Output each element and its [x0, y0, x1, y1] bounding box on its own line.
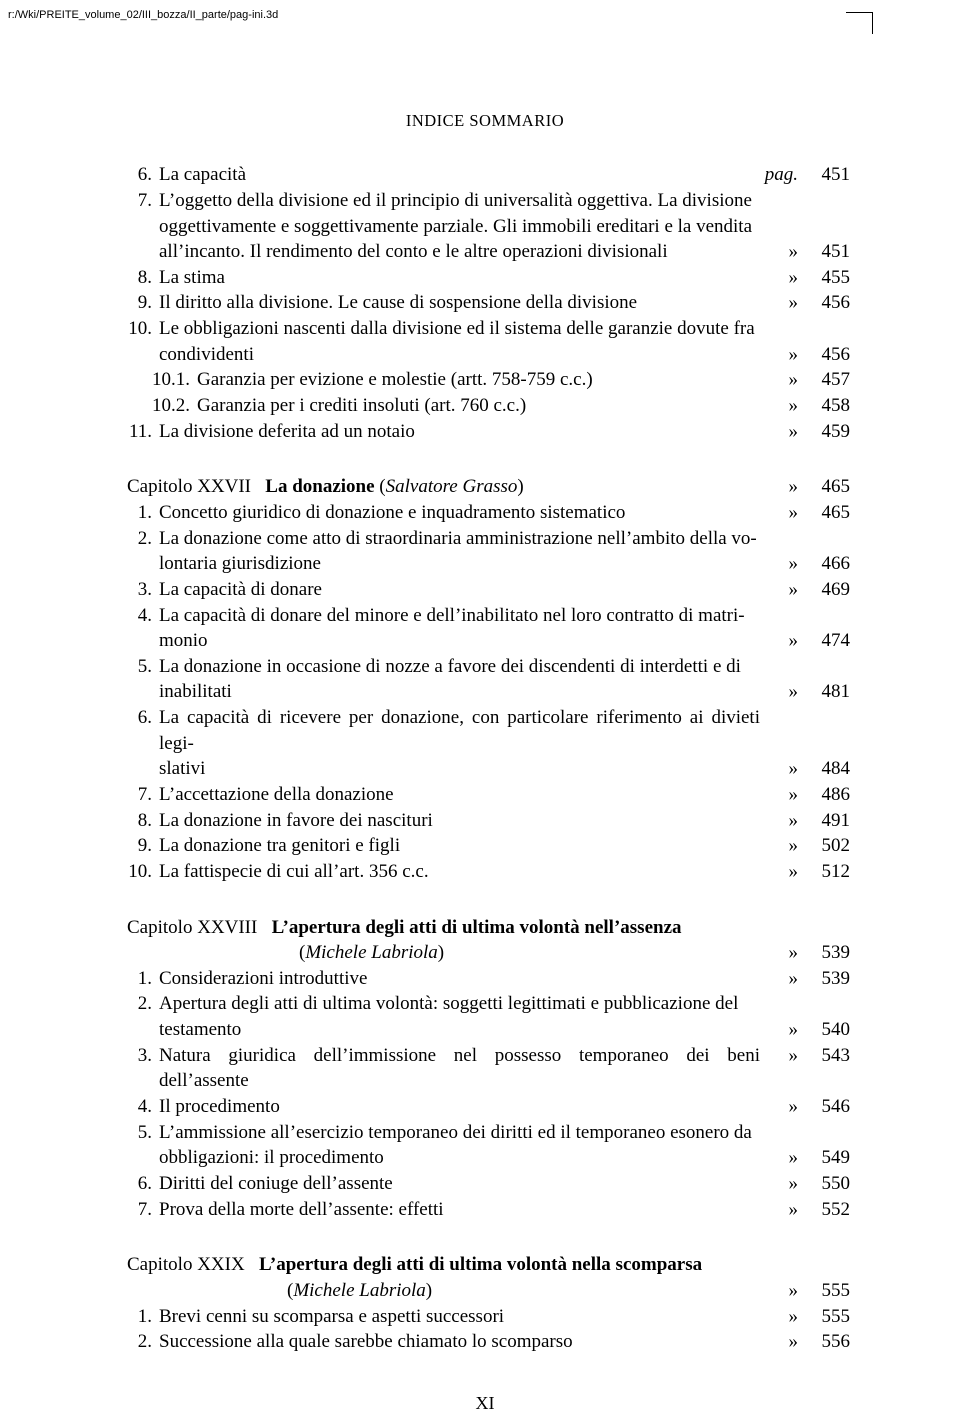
toc-subentry: 10.2. Garanzia per i crediti insoluti (a…	[120, 393, 850, 419]
chapter-heading: Capitolo XXVIII L’apertura degli atti di…	[120, 915, 850, 941]
toc-entry: 5. La donazione in occasione di nozze a …	[120, 654, 850, 680]
toc-entry: 9. La donazione tra genitori e figli »50…	[120, 833, 850, 859]
toc-entry: 7. Prova della morte dell’assente: effet…	[120, 1197, 850, 1223]
toc-entry: 9. Il diritto alla divisione. Le cause d…	[120, 290, 850, 316]
toc-section: Capitolo XXVII La donazione (Salvatore G…	[120, 474, 850, 884]
chapter-heading: Capitolo XXVII La donazione (Salvatore G…	[120, 474, 850, 500]
toc-entry: 6. La capacità pag. 451	[120, 162, 850, 188]
toc-entry: 2. Successione alla quale sarebbe chiama…	[120, 1329, 850, 1355]
toc-entry: inabilitati »481	[120, 679, 850, 705]
page-content: INDICE SOMMARIO 6. La capacità pag. 451 …	[120, 110, 850, 1415]
toc-entry: oggettivamente e soggettivamente parzial…	[120, 214, 850, 240]
toc-section: 6. La capacità pag. 451 7. L’oggetto del…	[120, 162, 850, 444]
toc-entry: 1. Concetto giuridico di donazione e inq…	[120, 500, 850, 526]
chapter-heading-byline: (Michele Labriola) »555	[120, 1278, 850, 1304]
toc-entry: 1. Brevi cenni su scomparsa e aspetti su…	[120, 1304, 850, 1330]
chapter-heading: Capitolo XXIX L’apertura degli atti di u…	[120, 1252, 850, 1278]
toc-subentry: 10.1. Garanzia per evizione e molestie (…	[120, 367, 850, 393]
toc-section: Capitolo XXIX L’apertura degli atti di u…	[120, 1252, 850, 1355]
toc-entry: 3. Natura giuridica dell’immissione nel …	[120, 1043, 850, 1094]
chapter-heading-byline: (Michele Labriola) »539	[120, 940, 850, 966]
page-number: XI	[120, 1391, 850, 1415]
toc-entry: 7. L’accettazione della donazione »486	[120, 782, 850, 808]
toc-entry: 8. La stima »455	[120, 265, 850, 291]
toc-entry: 7. L’oggetto della divisione ed il princ…	[120, 188, 850, 214]
toc-entry: 6. Diritti del coniuge dell’assente »550	[120, 1171, 850, 1197]
toc-entry: 2. Apertura degli atti di ultima volontà…	[120, 991, 850, 1017]
toc-entry: 4. La capacità di donare del minore e de…	[120, 603, 850, 629]
toc-entry: slativi »484	[120, 756, 850, 782]
toc-entry: condividenti »456	[120, 342, 850, 368]
toc-entry: 10. La fattispecie di cui all’art. 356 c…	[120, 859, 850, 885]
toc-entry: 8. La donazione in favore dei nascituri …	[120, 808, 850, 834]
toc-entry: obbligazioni: il procedimento »549	[120, 1145, 850, 1171]
toc-entry: 5. L’ammissione all’esercizio temporaneo…	[120, 1120, 850, 1146]
file-path: r:/Wki/PREITE_volume_02/III_bozza/II_par…	[8, 8, 278, 23]
toc-entry: all’incanto. Il rendimento del conto e l…	[120, 239, 850, 265]
toc-entry: 3. La capacità di donare »469	[120, 577, 850, 603]
toc-entry: 2. La donazione come atto di straordinar…	[120, 526, 850, 552]
toc-entry: monio »474	[120, 628, 850, 654]
running-head: INDICE SOMMARIO	[120, 110, 850, 132]
toc-entry: lontaria giurisdizione »466	[120, 551, 850, 577]
toc-entry: 1. Considerazioni introduttive »539	[120, 966, 850, 992]
toc-entry: testamento »540	[120, 1017, 850, 1043]
toc-entry: 11. La divisione deferita ad un notaio »…	[120, 419, 850, 445]
toc-entry: 4. Il procedimento »546	[120, 1094, 850, 1120]
toc-section: Capitolo XXVIII L’apertura degli atti di…	[120, 915, 850, 1223]
toc-entry: 6. La capacità di ricevere per donazione…	[120, 705, 850, 756]
toc-entry: 10. Le obbligazioni nascenti dalla divis…	[120, 316, 850, 342]
